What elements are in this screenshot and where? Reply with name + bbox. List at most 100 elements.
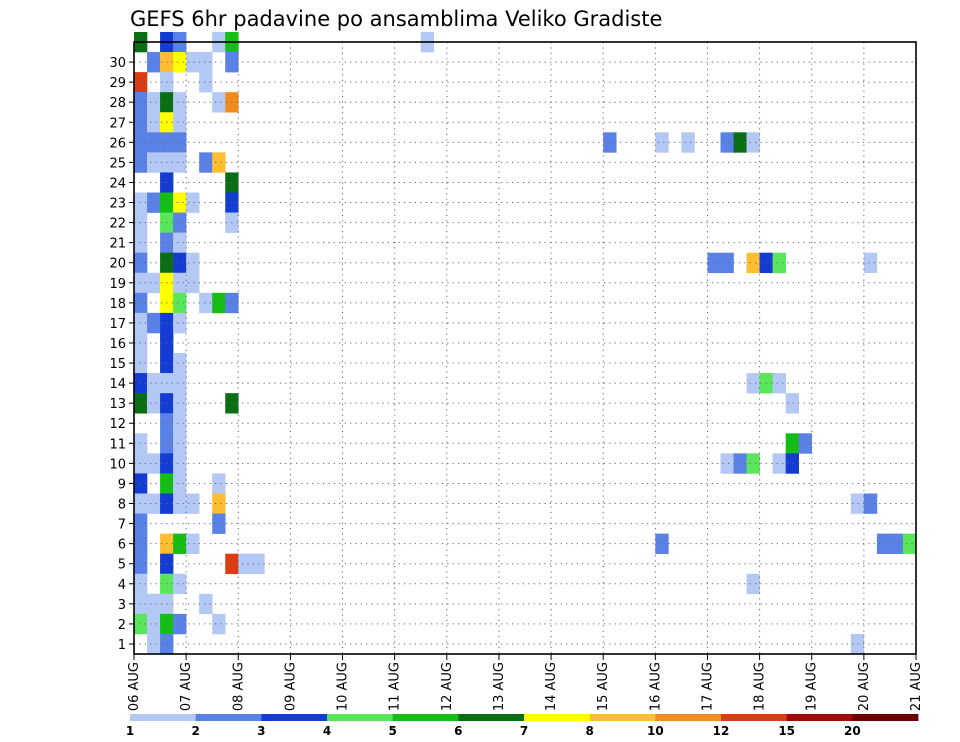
y-tick-label: 27	[109, 116, 126, 131]
plot-frame	[133, 41, 917, 655]
heatmap-cell	[212, 292, 226, 314]
heatmap-cell	[681, 132, 695, 153]
heatmap-cell	[746, 373, 760, 394]
x-tick-label: 16 AUG	[648, 662, 663, 711]
y-axis-ticks: 1234567891011121314151617181920212223242…	[109, 56, 134, 653]
heatmap-cell	[199, 152, 213, 173]
heatmap-cell	[655, 132, 669, 153]
y-tick-label: 10	[109, 457, 126, 472]
heatmap-cell	[134, 473, 148, 494]
y-tick-label: 30	[109, 56, 126, 71]
y-tick-label: 11	[109, 437, 126, 452]
heatmap-cell	[772, 373, 786, 394]
heatmap-cell	[212, 473, 226, 494]
heatmap-cell	[212, 92, 226, 113]
heatmap-cell	[785, 453, 799, 474]
colorbar-label: 2	[191, 724, 199, 738]
y-tick-label: 14	[109, 377, 126, 392]
heatmap-cell	[134, 433, 148, 454]
heatmap-cell	[173, 192, 187, 213]
heatmap-cell	[134, 332, 148, 354]
heatmap-cell	[134, 593, 148, 615]
x-tick-label: 08 AUG	[231, 662, 246, 711]
colorbar-label: 15	[778, 724, 795, 738]
x-tick-label: 15 AUG	[596, 662, 611, 711]
y-tick-label: 16	[109, 337, 126, 352]
heatmap-cell	[173, 413, 187, 434]
heatmap-cell	[655, 533, 669, 554]
heatmap-cell	[251, 553, 265, 575]
y-tick-label: 28	[109, 96, 126, 111]
y-tick-label: 3	[118, 598, 126, 613]
heatmap-cell	[707, 252, 721, 274]
heatmap-cells	[134, 31, 917, 655]
heatmap-cell	[147, 613, 161, 635]
y-tick-label: 15	[109, 357, 126, 372]
heatmap-cell	[134, 112, 148, 133]
heatmap-cell	[173, 252, 187, 274]
heatmap-cell	[173, 132, 187, 153]
heatmap-cell	[902, 533, 917, 554]
chart-title: GEFS 6hr padavine po ansamblima Veliko G…	[130, 7, 662, 31]
colorbar-swatch	[458, 714, 525, 721]
heatmap-cell	[238, 553, 252, 575]
heatmap-cell	[186, 493, 200, 514]
colorbar-label: 7	[520, 724, 528, 738]
heatmap-cell	[134, 92, 148, 113]
heatmap-cell	[720, 453, 734, 474]
colorbar-swatch	[721, 714, 788, 721]
heatmap-cell	[186, 533, 200, 554]
colorbar-swatch	[130, 714, 197, 721]
heatmap-cell	[173, 353, 187, 374]
heatmap-cell	[772, 453, 786, 474]
heatmap-cell	[147, 152, 161, 173]
colorbar-swatch	[852, 714, 919, 721]
heatmap-cell	[147, 272, 161, 294]
colorbar-swatch	[195, 714, 262, 721]
heatmap-cell	[173, 533, 187, 554]
x-tick-label: 10 AUG	[336, 662, 351, 711]
heatmap-cell	[746, 252, 760, 274]
heatmap-cell	[746, 453, 760, 474]
heatmap-cell	[147, 92, 161, 113]
x-tick-label: 07 AUG	[179, 662, 194, 711]
heatmap-cell	[173, 473, 187, 494]
heatmap-cell	[785, 433, 799, 454]
x-tick-label: 13 AUG	[492, 662, 507, 711]
heatmap-cell	[733, 132, 747, 153]
heatmap-cell	[850, 493, 865, 514]
heatmap-cell	[772, 252, 786, 274]
colorbar: 1 2 3 4 5 6 7 8 10 12 15 20	[126, 714, 919, 738]
heatmap-cell	[134, 232, 148, 253]
heatmap-cell	[876, 533, 891, 554]
heatmap-cell	[173, 52, 187, 73]
colorbar-label: 10	[647, 724, 664, 738]
y-tick-label: 17	[109, 317, 126, 332]
heatmap-cell	[746, 132, 760, 153]
heatmap-cell	[173, 232, 187, 253]
heatmap-cell	[147, 393, 161, 414]
heatmap-cell	[147, 373, 161, 394]
heatmap-cell	[173, 112, 187, 133]
heatmap-cell	[134, 533, 148, 554]
heatmap-cell	[785, 393, 799, 414]
heatmap-cell	[134, 192, 148, 213]
y-tick-label: 25	[109, 156, 126, 171]
heatmap-cell	[134, 373, 148, 394]
y-tick-label: 18	[109, 297, 126, 312]
y-tick-label: 12	[109, 417, 126, 432]
heatmap-cell	[134, 493, 148, 514]
y-tick-label: 29	[109, 76, 126, 91]
heatmap-cell	[134, 553, 148, 575]
colorbar-swatch	[524, 714, 591, 721]
heatmap-cell	[147, 52, 161, 73]
heatmap-cell	[863, 252, 878, 274]
y-tick-label: 9	[118, 477, 126, 492]
heatmap-cell	[134, 132, 148, 153]
y-tick-label: 23	[109, 197, 126, 212]
x-tick-label: 09 AUG	[283, 662, 298, 711]
heatmap-cell	[173, 613, 187, 635]
y-tick-label: 4	[118, 578, 126, 593]
x-tick-label: 19 AUG	[805, 662, 820, 711]
heatmap-cell	[134, 353, 148, 374]
